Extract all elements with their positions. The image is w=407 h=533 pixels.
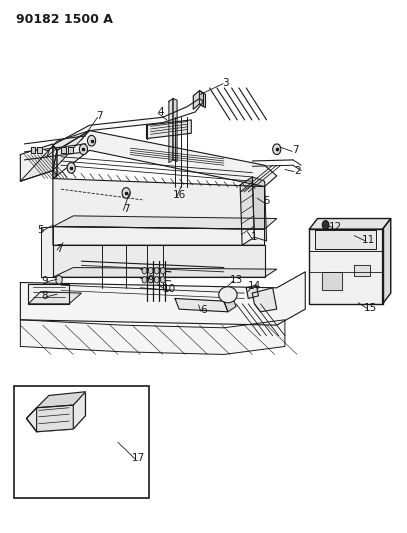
Bar (14, 386, 149, 498)
Text: 14: 14 (248, 281, 261, 291)
Polygon shape (53, 145, 57, 176)
Polygon shape (354, 265, 370, 276)
Polygon shape (20, 131, 90, 181)
Polygon shape (322, 272, 342, 290)
Circle shape (142, 268, 147, 274)
Circle shape (322, 221, 329, 229)
Polygon shape (26, 392, 85, 432)
Polygon shape (20, 320, 285, 354)
Text: 9: 9 (147, 275, 154, 285)
Text: 7: 7 (44, 150, 50, 159)
Circle shape (160, 277, 165, 283)
Polygon shape (53, 216, 277, 229)
Text: 5: 5 (263, 197, 270, 206)
Polygon shape (224, 296, 236, 312)
Circle shape (122, 188, 130, 198)
Text: 2: 2 (294, 166, 300, 175)
Polygon shape (20, 144, 53, 181)
Polygon shape (31, 147, 35, 153)
Circle shape (142, 277, 147, 283)
Polygon shape (383, 219, 391, 304)
Circle shape (148, 268, 153, 274)
Polygon shape (240, 177, 254, 245)
Polygon shape (53, 150, 57, 179)
Text: 7: 7 (56, 244, 62, 254)
Polygon shape (53, 179, 265, 229)
Circle shape (67, 163, 75, 173)
Polygon shape (193, 91, 204, 109)
Text: 10: 10 (162, 285, 175, 294)
Text: 9: 9 (42, 276, 48, 286)
Polygon shape (37, 405, 73, 432)
Polygon shape (37, 147, 42, 153)
Text: 13: 13 (230, 275, 243, 285)
Polygon shape (61, 147, 66, 153)
Text: 3: 3 (223, 78, 229, 87)
Text: 7: 7 (292, 146, 298, 155)
Ellipse shape (219, 287, 237, 303)
Text: 8: 8 (42, 291, 48, 301)
Circle shape (79, 144, 88, 155)
Polygon shape (53, 245, 265, 277)
Polygon shape (309, 219, 391, 229)
Polygon shape (175, 298, 228, 312)
Text: 12: 12 (329, 222, 342, 231)
Text: 90182 1500 A: 90182 1500 A (16, 13, 113, 26)
Text: 7: 7 (123, 205, 129, 214)
Polygon shape (315, 230, 376, 249)
Circle shape (154, 268, 159, 274)
Text: 1: 1 (251, 232, 258, 241)
Polygon shape (309, 229, 383, 304)
Text: 6: 6 (200, 305, 207, 315)
Text: 7: 7 (96, 111, 103, 121)
Text: 11: 11 (362, 235, 375, 245)
Text: 17: 17 (132, 454, 145, 463)
Text: 5: 5 (37, 225, 44, 235)
Text: 15: 15 (364, 303, 377, 312)
Polygon shape (246, 285, 258, 298)
Polygon shape (169, 99, 173, 163)
Polygon shape (252, 177, 267, 241)
Polygon shape (68, 147, 73, 153)
Polygon shape (173, 99, 177, 161)
Polygon shape (199, 91, 206, 108)
Circle shape (273, 144, 281, 155)
Polygon shape (252, 288, 277, 312)
Text: 4: 4 (158, 107, 164, 117)
Polygon shape (53, 131, 277, 187)
Text: 16: 16 (173, 190, 186, 200)
Circle shape (88, 135, 96, 146)
Polygon shape (53, 227, 265, 245)
Circle shape (154, 277, 159, 283)
Polygon shape (20, 272, 305, 325)
Polygon shape (28, 292, 81, 304)
Polygon shape (37, 392, 85, 408)
Circle shape (160, 268, 165, 274)
Polygon shape (147, 120, 191, 139)
Circle shape (56, 276, 62, 284)
Polygon shape (53, 99, 204, 150)
Circle shape (148, 277, 153, 283)
Polygon shape (41, 227, 53, 277)
Polygon shape (53, 268, 277, 277)
Polygon shape (28, 284, 69, 304)
